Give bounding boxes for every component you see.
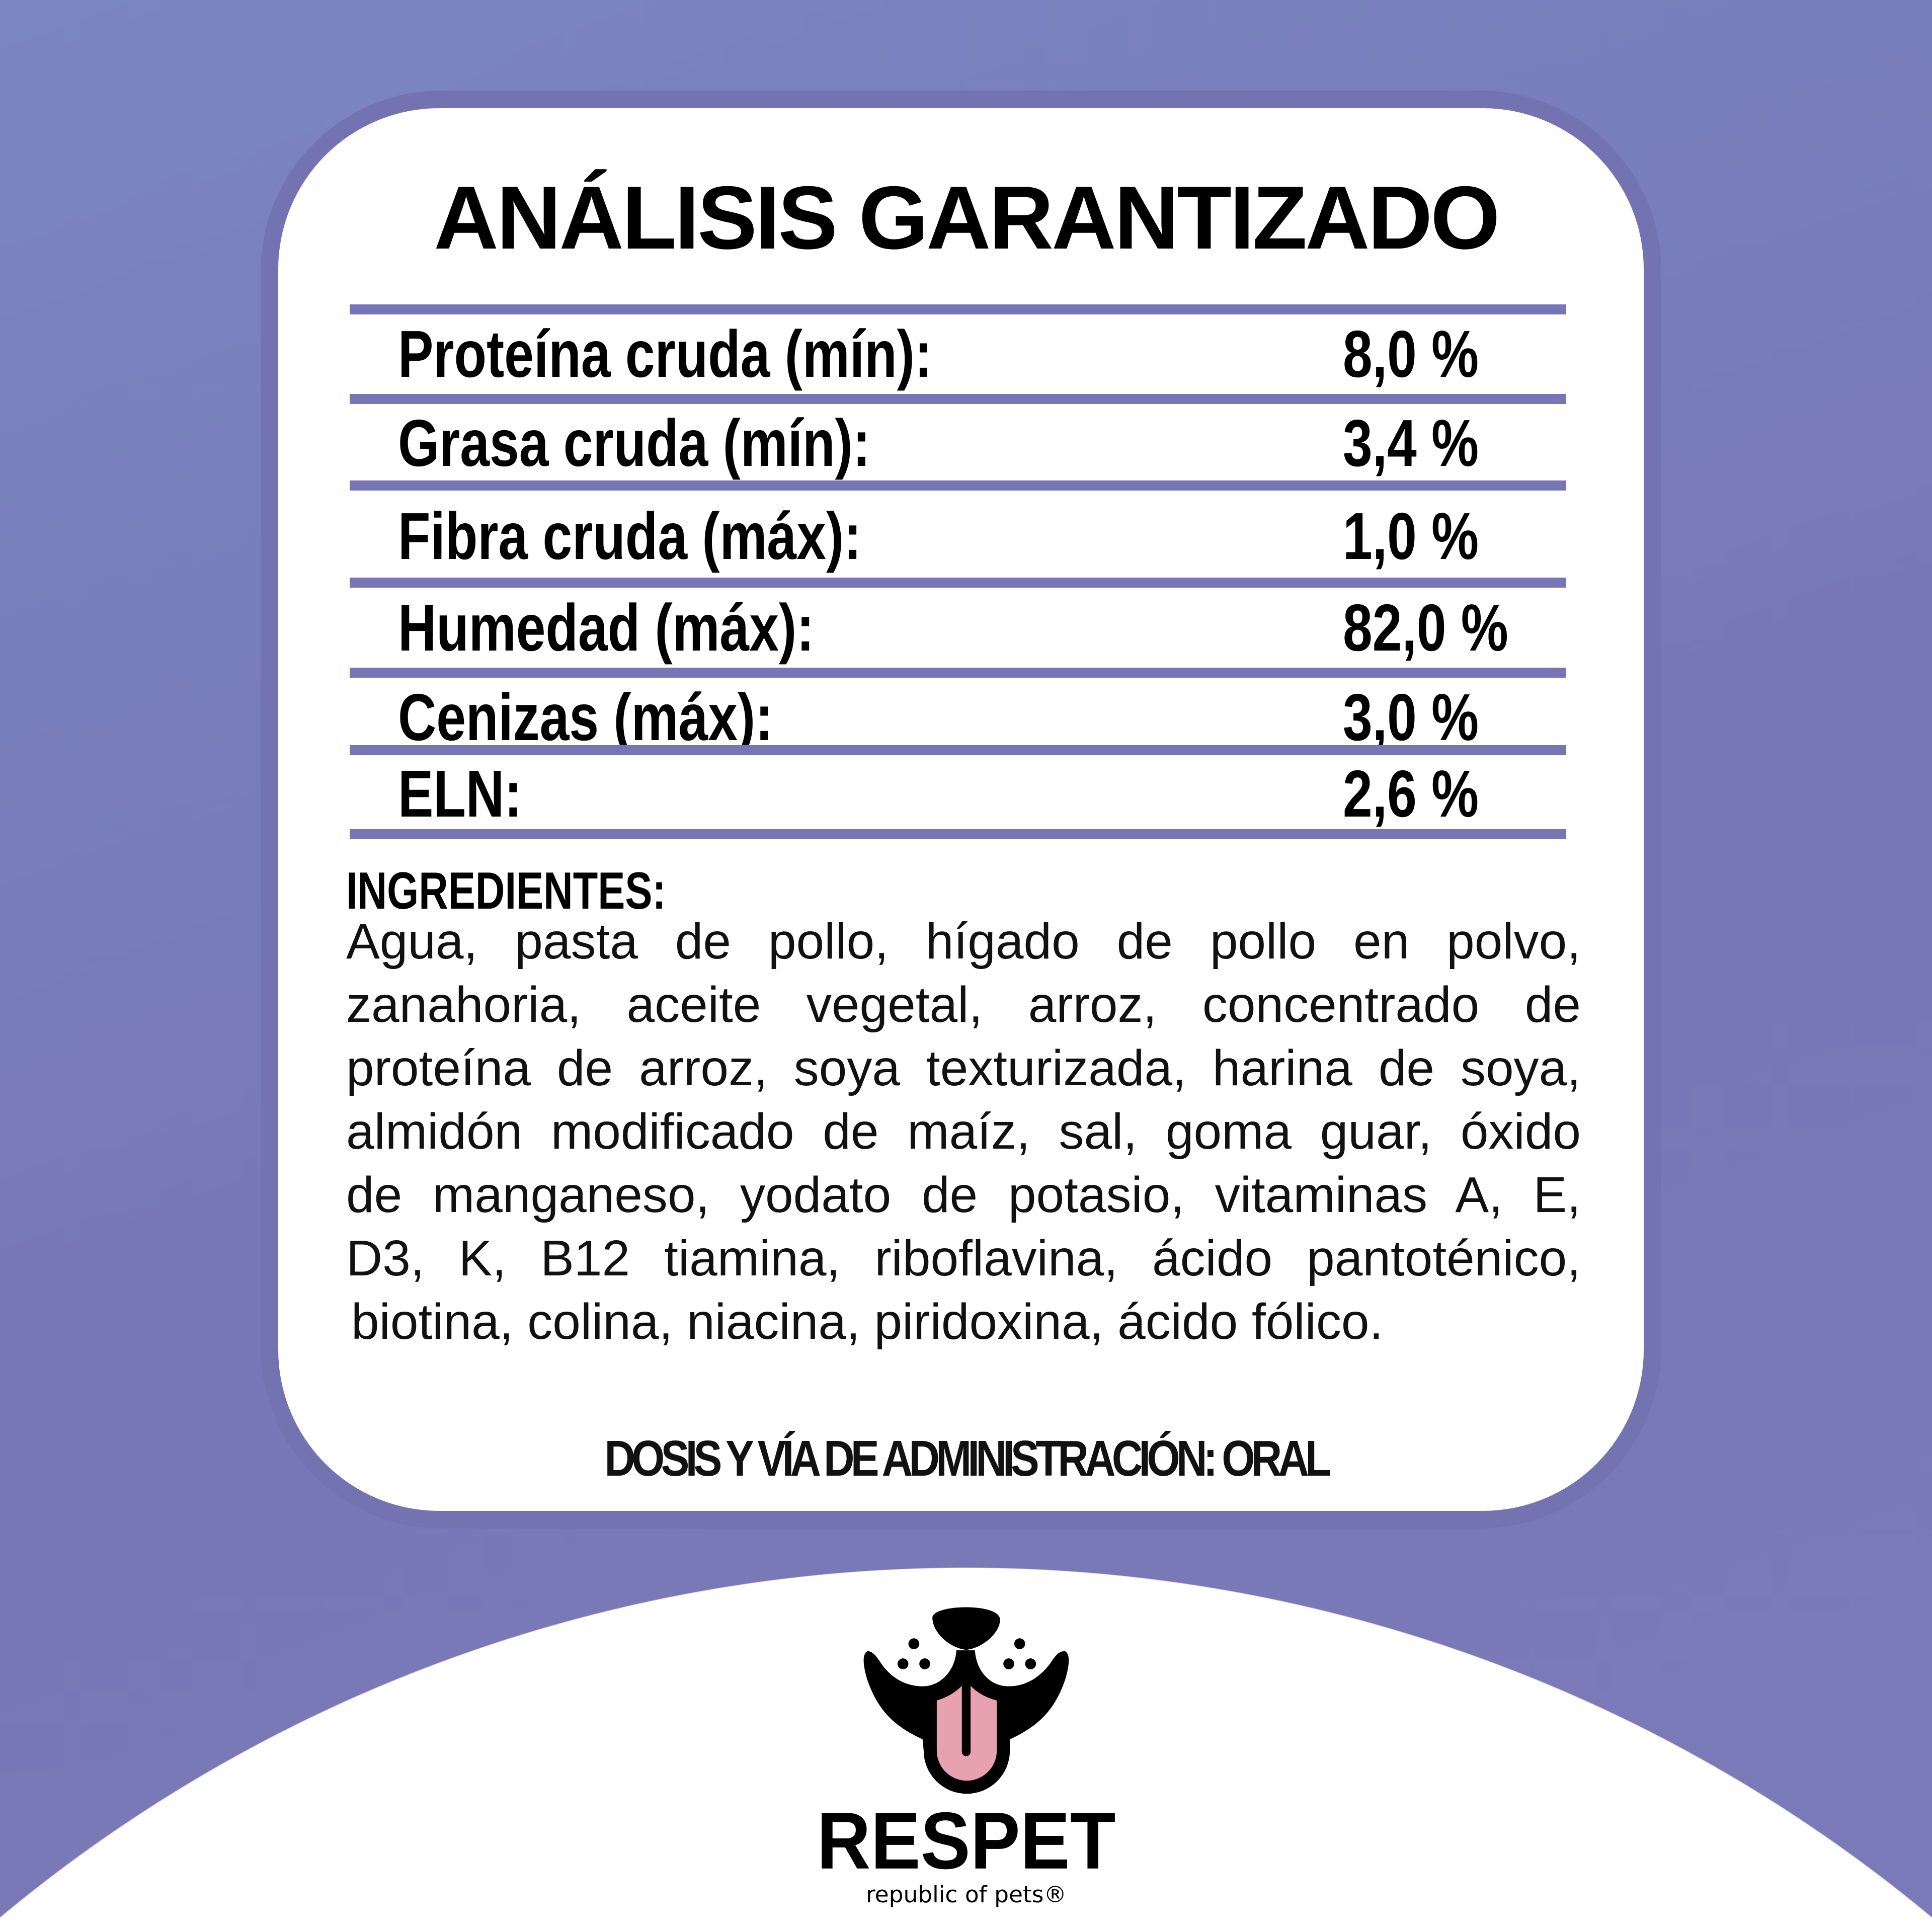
row-label-eln: ELN: [398, 757, 522, 831]
page-title: ANÁLISIS GARANTIZADO [434, 168, 1500, 268]
row-label-protein: Proteína cruda (mín): [398, 317, 932, 391]
ingredients-line: biotina, colina, niacina, piridoxina, ác… [351, 1294, 1384, 1350]
respet-logo: RESPET republic of pets® [817, 1607, 1116, 1908]
ingredients-text: Agua, pasta de pollo, hígado de pollo en… [346, 910, 1581, 1353]
row-value-protein: 8,0 % [1343, 317, 1479, 391]
row-value-fat: 3,4 % [1343, 406, 1479, 480]
ingredients-line: Agua, pasta de pollo, hígado de pollo en… [346, 913, 1581, 970]
whisker-dot [1014, 1638, 1025, 1649]
info-card [278, 108, 1644, 1511]
table-rule [350, 668, 1566, 678]
table-rule [350, 829, 1566, 839]
row-label-fiber: Fibra cruda (máx): [398, 499, 862, 573]
whisker-dot [908, 1638, 920, 1649]
whisker-dot [1003, 1658, 1014, 1669]
whisker-dot [897, 1658, 909, 1669]
tongue-shape [936, 1685, 997, 1781]
table-rule [350, 745, 1566, 755]
ingredients-line: almidón modificado de maíz, sal, goma gu… [346, 1103, 1581, 1160]
row-value-ash: 3,0 % [1343, 680, 1479, 754]
dog-face-icon [863, 1607, 1069, 1794]
row-label-moisture: Humedad (máx): [398, 591, 815, 665]
brand-tagline: republic of pets® [866, 1881, 1067, 1908]
row-value-fiber: 1,0 % [1343, 499, 1479, 573]
ingredients-line: de manganeso, yodato de potasio, vitamin… [346, 1167, 1581, 1223]
table-rule [350, 480, 1566, 491]
row-value-moisture: 82,0 % [1343, 591, 1508, 665]
table-rule [350, 394, 1566, 404]
row-label-ash: Cenizas (máx): [398, 680, 773, 754]
ingredients-heading: INGREDIENTES: [346, 862, 666, 920]
ingredients-line: D3, K, B12 tiamina, riboflavina, ácido p… [346, 1230, 1581, 1286]
table-rule [350, 304, 1566, 314]
muzzle-shape [863, 1650, 1069, 1794]
whisker-dot [919, 1658, 930, 1669]
whisker-dot [1025, 1658, 1036, 1669]
ingredients-line: proteína de arroz, soya texturizada, har… [346, 1040, 1581, 1096]
nose-shape [932, 1607, 1000, 1650]
row-value-eln: 2,6 % [1343, 757, 1479, 831]
table-rule [350, 578, 1566, 588]
row-label-fat: Grasa cruda (mín): [398, 406, 870, 480]
ingredients-line: zanahoria, aceite vegetal, arroz, concen… [346, 977, 1581, 1033]
dosage-text: DOSIS Y VÍA DE ADMINISTRACIÓN: ORAL [604, 1430, 1331, 1487]
brand-name: RESPET [817, 1796, 1115, 1886]
